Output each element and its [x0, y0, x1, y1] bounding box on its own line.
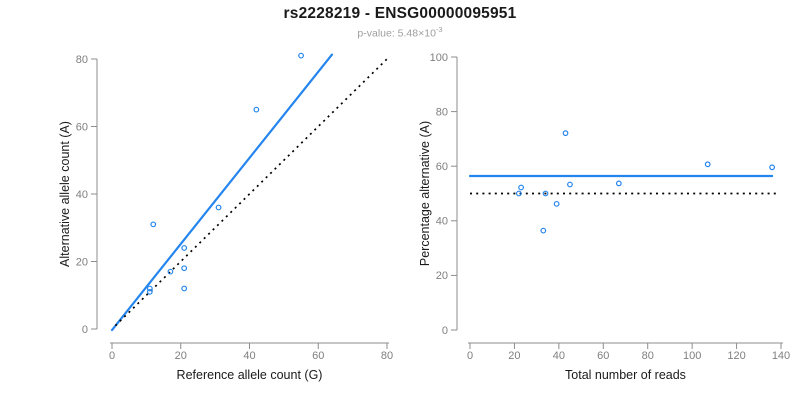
data-point: [253, 106, 260, 113]
y-tick-label: 100: [430, 52, 448, 64]
y-axis-label: Percentage alternative (A): [418, 121, 432, 266]
data-point: [567, 181, 573, 188]
data-point: [615, 180, 622, 187]
data-point: [553, 200, 560, 207]
data-point: [298, 52, 304, 59]
x-tick-label: 40: [243, 350, 255, 362]
data-point: [704, 161, 711, 168]
data-point: [562, 130, 569, 137]
x-tick-label: 100: [683, 350, 701, 362]
data-point: [146, 285, 153, 292]
x-tick-label: 40: [553, 350, 565, 362]
data-point: [181, 285, 188, 292]
data-point: [181, 265, 188, 272]
data-point: [215, 204, 222, 211]
x-tick-label: 80: [381, 350, 393, 362]
x-tick-label: 0: [467, 350, 473, 362]
data-point: [181, 245, 188, 251]
y-tick-label: 0: [442, 325, 448, 337]
data-point: [540, 227, 547, 234]
data-point: [542, 190, 549, 197]
data-point: [146, 288, 153, 295]
x-tick-label: 20: [508, 350, 520, 362]
x-tick-label: 140: [772, 350, 790, 362]
allele-counts-plot: 0 20 40 60 80 0 20 40 60 80 Reference allele count…: [58, 52, 393, 382]
y-tick-label: 40: [436, 216, 448, 228]
fit-line: [110, 53, 334, 332]
data-point: [518, 184, 524, 191]
figure-subtitle: p-value: 5.48×10-3: [0, 25, 800, 40]
pvalue-exponent: -3: [435, 25, 443, 34]
pvalue-text: p-value: 5.48×10: [357, 27, 436, 40]
y-tick-label: 40: [76, 189, 88, 201]
y-tick-label: 60: [76, 121, 88, 133]
y-axis-label: Alternative allele count (A): [58, 121, 72, 267]
y-tick-label: 80: [436, 106, 448, 118]
data-point: [167, 268, 174, 275]
x-tick-label: 20: [175, 350, 187, 362]
data-point: [769, 164, 776, 171]
y-tick-label: 80: [76, 54, 88, 66]
x-tick-label: 60: [597, 350, 609, 362]
data-point: [150, 221, 157, 228]
y-tick-label: 60: [436, 161, 448, 173]
identity-line: [114, 58, 388, 327]
x-axis-label: Total number of reads: [565, 368, 686, 382]
x-tick-label: 60: [312, 350, 324, 362]
percentage-vs-reads-plot: 0 20 40 60 80 100 120 140 0 20 40 60 80 100 Total numb…: [418, 52, 790, 382]
x-tick-label: 80: [642, 350, 654, 362]
figure-title: rs2228219 - ENSG00000095951: [283, 5, 517, 22]
data-point: [515, 190, 522, 197]
y-tick-label: 0: [82, 324, 88, 336]
x-axis-label: Reference allele count (G): [177, 368, 323, 382]
y-tick-label: 20: [76, 256, 88, 268]
x-tick-label: 0: [109, 350, 115, 362]
y-tick-label: 20: [436, 270, 448, 282]
x-tick-label: 120: [727, 350, 745, 362]
